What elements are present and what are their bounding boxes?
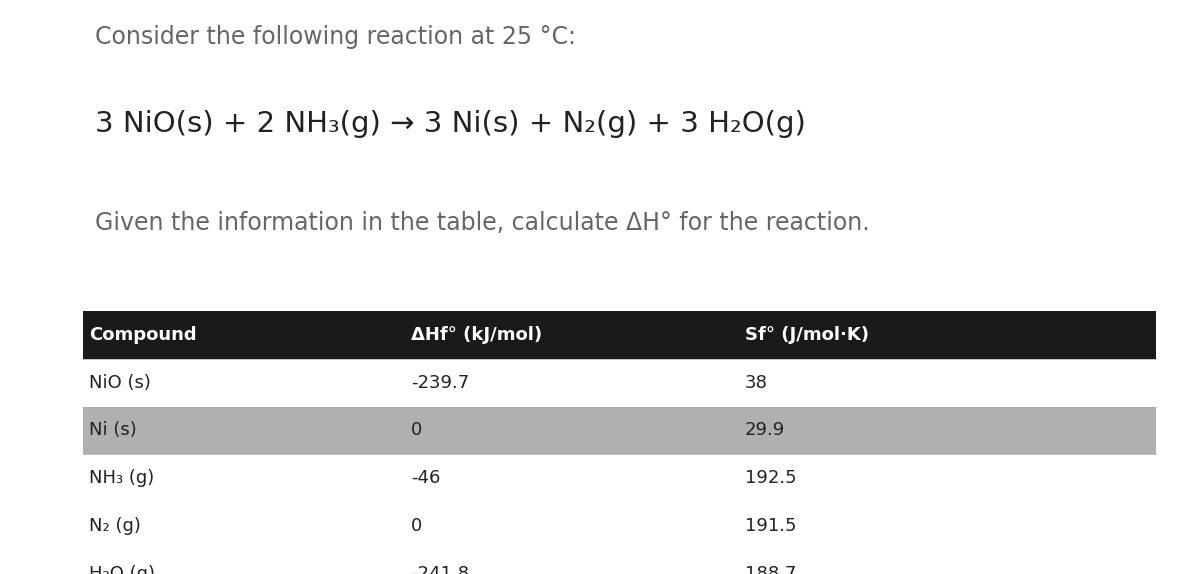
- Text: -241.8: -241.8: [411, 565, 470, 574]
- Text: 191.5: 191.5: [745, 517, 796, 535]
- Text: Compound: Compound: [89, 326, 197, 344]
- Text: Consider the following reaction at 25 °C:: Consider the following reaction at 25 °C…: [95, 25, 576, 49]
- Bar: [83, 406, 1156, 455]
- Text: 188.7: 188.7: [745, 565, 796, 574]
- Text: N₂ (g): N₂ (g): [89, 517, 142, 535]
- Text: 192.5: 192.5: [745, 469, 796, 487]
- Text: 29.9: 29.9: [745, 421, 786, 440]
- Text: ΔHf° (kJ/mol): ΔHf° (kJ/mol): [411, 326, 542, 344]
- Text: 0: 0: [411, 421, 422, 440]
- Text: 3 NiO(s) + 2 NH₃(g) → 3 Ni(s) + N₂(g) + 3 H₂O(g): 3 NiO(s) + 2 NH₃(g) → 3 Ni(s) + N₂(g) + …: [95, 110, 806, 138]
- Bar: [83, 455, 1156, 502]
- Bar: [83, 359, 1156, 406]
- Text: H₂O (g): H₂O (g): [89, 565, 155, 574]
- Text: -46: -46: [411, 469, 441, 487]
- Text: 38: 38: [745, 374, 768, 392]
- Text: NiO (s): NiO (s): [89, 374, 151, 392]
- Text: Sf° (J/mol·K): Sf° (J/mol·K): [745, 326, 869, 344]
- Bar: [83, 311, 1156, 359]
- Text: -239.7: -239.7: [411, 374, 470, 392]
- Bar: [83, 502, 1156, 550]
- Bar: [83, 550, 1156, 574]
- Text: NH₃ (g): NH₃ (g): [89, 469, 155, 487]
- Text: Ni (s): Ni (s): [89, 421, 137, 440]
- Text: 0: 0: [411, 517, 422, 535]
- Text: Given the information in the table, calculate ΔH° for the reaction.: Given the information in the table, calc…: [95, 211, 870, 235]
